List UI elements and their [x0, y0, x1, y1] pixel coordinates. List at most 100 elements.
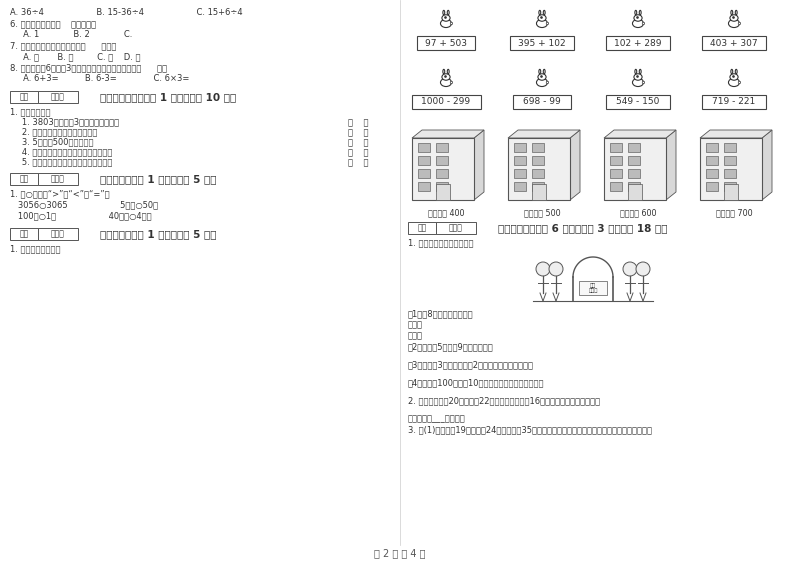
Bar — [706, 143, 718, 152]
Text: （    ）: （ ） — [347, 138, 368, 147]
Ellipse shape — [443, 69, 445, 74]
Ellipse shape — [442, 74, 450, 80]
FancyBboxPatch shape — [510, 36, 574, 50]
Text: 得数大约 700: 得数大约 700 — [716, 208, 752, 217]
Polygon shape — [762, 130, 772, 200]
Ellipse shape — [447, 69, 449, 74]
Circle shape — [738, 81, 741, 84]
Bar — [700, 138, 762, 200]
Bar — [418, 169, 430, 178]
Bar — [610, 182, 622, 191]
Bar — [532, 156, 544, 165]
Bar — [532, 182, 544, 191]
Bar — [628, 143, 640, 152]
Ellipse shape — [538, 74, 546, 80]
Circle shape — [546, 81, 549, 84]
Bar — [724, 169, 736, 178]
FancyBboxPatch shape — [606, 95, 670, 109]
Text: 得分: 得分 — [19, 93, 29, 102]
Bar — [532, 184, 546, 200]
Text: A. 千       B. 百         C. 十    D. 个: A. 千 B. 百 C. 十 D. 个 — [10, 52, 141, 61]
Circle shape — [642, 22, 645, 25]
Ellipse shape — [537, 79, 547, 86]
Bar — [418, 156, 430, 165]
Text: 3. 二(1)班有男生19人，女生24人，一共有35个苹果，如果每人分一个苹果，有多少人分不到苹果？: 3. 二(1)班有男生19人，女生24人，一共有35个苹果，如果每人分一个苹果，… — [408, 425, 652, 434]
Text: （2）小明扐5元，拹9张门票够吗？: （2）小明扐5元，拹9张门票够吗？ — [408, 342, 494, 351]
Ellipse shape — [635, 69, 637, 74]
FancyBboxPatch shape — [10, 91, 38, 103]
Bar — [412, 138, 474, 200]
Ellipse shape — [633, 19, 643, 28]
Text: 1. 3803中的两个3表示的意思相同。: 1. 3803中的两个3表示的意思相同。 — [14, 117, 119, 126]
Text: 七、连一连（共 1 大题，共计 5 分）: 七、连一连（共 1 大题，共计 5 分） — [100, 229, 217, 239]
Bar — [628, 156, 640, 165]
FancyBboxPatch shape — [411, 95, 481, 109]
Bar — [706, 169, 718, 178]
Text: 得数大约 500: 得数大约 500 — [524, 208, 560, 217]
FancyBboxPatch shape — [579, 281, 607, 295]
Text: 698 - 99: 698 - 99 — [523, 98, 561, 106]
FancyBboxPatch shape — [38, 173, 78, 185]
Text: 1000 - 299: 1000 - 299 — [422, 98, 470, 106]
Circle shape — [738, 22, 741, 25]
Ellipse shape — [539, 69, 541, 74]
Ellipse shape — [538, 15, 546, 21]
Bar — [436, 169, 448, 178]
Text: 5. 早晨面向太阳，后面是西，左面北。: 5. 早晨面向太阳，后面是西，左面北。 — [14, 157, 112, 166]
Ellipse shape — [441, 19, 451, 28]
Polygon shape — [508, 130, 580, 138]
Bar — [514, 156, 526, 165]
Polygon shape — [412, 130, 484, 138]
Bar — [436, 182, 448, 191]
Text: （1）战8张门票用多少元？: （1）战8张门票用多少元？ — [408, 309, 474, 318]
Text: 3. 5千米与500米一样长。: 3. 5千米与500米一样长。 — [14, 137, 94, 146]
FancyBboxPatch shape — [10, 173, 38, 185]
FancyBboxPatch shape — [702, 95, 766, 109]
Circle shape — [623, 262, 637, 276]
Ellipse shape — [543, 10, 545, 15]
FancyBboxPatch shape — [38, 91, 78, 103]
Text: 评卷人: 评卷人 — [51, 175, 65, 184]
Ellipse shape — [634, 74, 642, 80]
Bar — [628, 182, 640, 191]
Ellipse shape — [633, 79, 643, 86]
Circle shape — [450, 22, 453, 25]
Polygon shape — [666, 130, 676, 200]
Ellipse shape — [639, 69, 641, 74]
Text: 7. 一个四位数，它的最高位是（      ）位。: 7. 一个四位数，它的最高位是（ ）位。 — [10, 41, 116, 50]
Text: 403 + 307: 403 + 307 — [710, 38, 758, 47]
Bar — [532, 143, 544, 152]
Text: （3）小红买3张门票，还刴2元錢，小红带了多少錢？: （3）小红买3张门票，还刴2元錢，小红带了多少錢？ — [408, 360, 534, 369]
Ellipse shape — [730, 74, 738, 80]
Bar — [724, 156, 736, 165]
Polygon shape — [604, 130, 676, 138]
Bar — [724, 184, 738, 200]
FancyBboxPatch shape — [606, 36, 670, 50]
Text: 评卷人: 评卷人 — [51, 93, 65, 102]
Text: 加法：: 加法： — [408, 331, 423, 340]
Circle shape — [546, 22, 549, 25]
Text: 1. 星期日同学们去游乐园。: 1. 星期日同学们去游乐园。 — [408, 238, 474, 247]
Ellipse shape — [443, 10, 445, 15]
Polygon shape — [474, 130, 484, 200]
Text: 97 + 503: 97 + 503 — [425, 38, 467, 47]
FancyBboxPatch shape — [38, 228, 78, 240]
Text: 六、比一比（共 1 大题，共计 5 分）: 六、比一比（共 1 大题，共计 5 分） — [100, 174, 217, 184]
Text: 第 2 页 共 4 页: 第 2 页 共 4 页 — [374, 548, 426, 558]
Text: 2. 三位数不一定都比四位数小。: 2. 三位数不一定都比四位数小。 — [14, 127, 98, 136]
Bar — [628, 184, 642, 200]
Bar — [508, 138, 570, 200]
Text: 门票
每张元: 门票 每张元 — [588, 282, 598, 293]
FancyBboxPatch shape — [436, 222, 476, 234]
Text: A. 36÷4                    B. 15-36÷4                    C. 15+6÷4: A. 36÷4 B. 15-36÷4 C. 15+6÷4 — [10, 8, 242, 17]
Bar — [436, 143, 448, 152]
Bar — [436, 184, 450, 200]
Ellipse shape — [735, 69, 737, 74]
Text: A. 1             B. 2             C.: A. 1 B. 2 C. — [10, 30, 132, 39]
Text: 乘法：: 乘法： — [408, 320, 423, 329]
Text: 8. 每只小猫锤6条鱼，3只小猫锤多少条鱼？列算式是（      ）。: 8. 每只小猫锤6条鱼，3只小猫锤多少条鱼？列算式是（ ）。 — [10, 63, 167, 72]
Text: 1. 我知道对错。: 1. 我知道对错。 — [10, 107, 50, 116]
FancyBboxPatch shape — [10, 228, 38, 240]
FancyBboxPatch shape — [513, 95, 571, 109]
Bar — [724, 182, 736, 191]
